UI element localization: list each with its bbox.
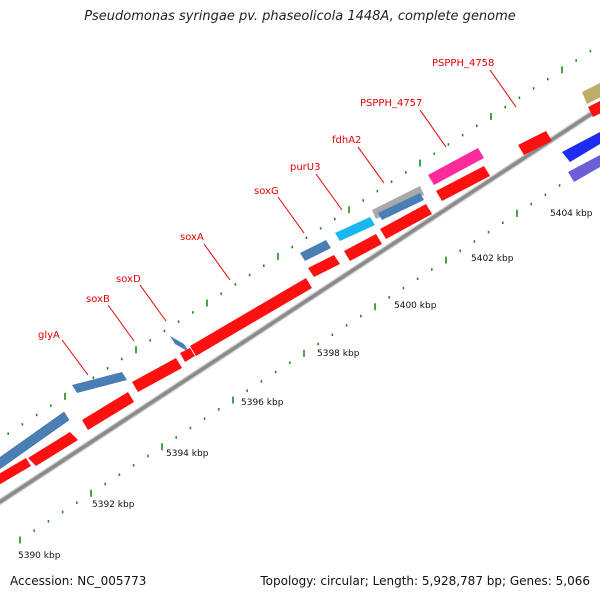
upper-tick-row [7,49,592,435]
cds-6[interactable] [190,278,312,356]
cds-12[interactable] [588,98,600,117]
kbp-label-layer: 5390 kbp 5392 kbp 5394 kbp 5396 kbp 5398 kbp… [18,209,593,561]
gene-leader-line [203,243,231,281]
cds-10[interactable] [436,166,490,201]
glyA-feature[interactable] [0,411,70,471]
accession-label: Accession: NC_005773 [10,574,147,588]
gene-leader-line [139,284,167,322]
blue-feature[interactable] [562,132,600,162]
kbp-label: 5396 kbp [241,398,284,408]
cds-5[interactable] [180,348,195,362]
kbp-label: 5402 kbp [471,254,514,264]
cds-7[interactable] [308,255,340,277]
gene-leader-line [277,196,305,234]
gene-leader-line [489,69,517,108]
cds-2[interactable] [28,432,78,466]
genome-backbone [0,104,600,506]
gene-label-PSPPH_4758[interactable]: PSPPH_4758 [432,58,494,69]
gene-label-purU3[interactable]: purU3 [290,162,320,173]
forward-strand-features [0,98,600,486]
gene-label-layer: glyA soxB soxD soxA soxG purU3 fdhA2 PSPPH_4757… [38,58,517,376]
kbp-label: 5390 kbp [18,551,61,561]
PSPPH_4758-feature[interactable] [582,80,600,104]
cds-8[interactable] [344,234,382,261]
fdhA2-inner-feature[interactable] [378,193,424,220]
kbp-label: 5398 kbp [317,349,360,359]
gene-leader-line [419,109,447,148]
gene-label-glyA[interactable]: glyA [38,330,60,341]
kbp-label: 5392 kbp [92,500,135,510]
kbp-label: 5404 kbp [550,209,593,219]
genome-summary: Topology: circular; Length: 5,928,787 bp… [260,574,590,588]
cds-9[interactable] [380,204,432,239]
cds-11[interactable] [518,131,552,155]
gene-leader-line [61,339,89,376]
map-title: Pseudomonas syringae pv. phaseolicola 14… [84,9,516,24]
purU3-feature[interactable] [335,217,375,241]
gene-leader-line [315,173,343,211]
soxG-feature[interactable] [300,240,331,261]
cds-3[interactable] [82,392,134,430]
gene-label-fdhA2[interactable]: fdhA2 [332,135,361,146]
gene-label-soxD[interactable]: soxD [116,274,141,285]
PSPPH_4757-feature[interactable] [428,148,484,185]
gene-label-PSPPH_4757[interactable]: PSPPH_4757 [360,98,422,109]
gene-label-soxB[interactable]: soxB [86,294,110,305]
soxB-feature[interactable] [72,372,127,393]
reverse-strand-features [0,80,600,471]
lower-tick-row [19,163,589,544]
kbp-label: 5394 kbp [166,449,209,459]
gene-leader-line [357,146,385,184]
gene-leader-line [107,304,135,342]
soxD-feature[interactable] [170,336,189,352]
cds-4[interactable] [132,358,182,392]
purple-feature[interactable] [568,155,600,182]
gene-label-soxA[interactable]: soxA [180,232,204,243]
kbp-label: 5400 kbp [394,301,437,311]
cds-1[interactable] [0,458,31,486]
gene-label-soxG[interactable]: soxG [254,186,279,197]
